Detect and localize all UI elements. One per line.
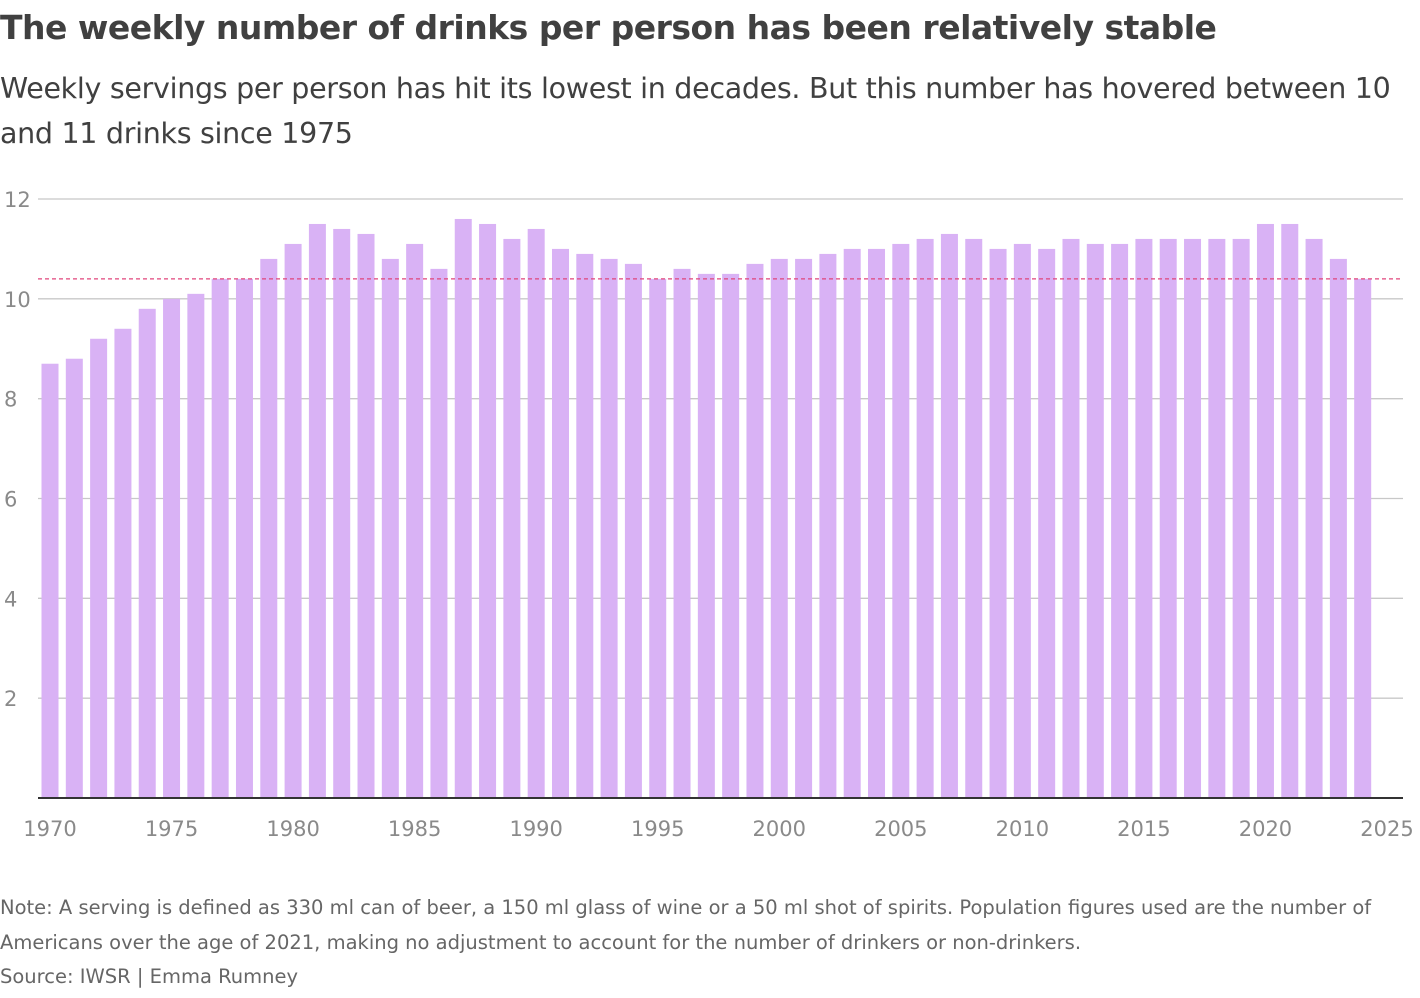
bar	[430, 268, 448, 799]
bar	[284, 243, 302, 799]
y-tick-label: 6	[4, 488, 17, 512]
bar	[187, 293, 205, 798]
bar	[211, 278, 229, 798]
y-tick-label: 4	[4, 587, 17, 611]
chart-source: Source: IWSR | Emma Rumney	[0, 965, 299, 988]
bar	[576, 253, 594, 799]
bar	[916, 238, 934, 798]
x-tick-label: 1975	[145, 817, 198, 841]
x-tick-label: 1995	[631, 817, 684, 841]
bar	[1111, 243, 1129, 799]
bar	[163, 298, 181, 798]
chart-title: The weekly number of drinks per person h…	[0, 8, 1217, 47]
bar	[527, 228, 545, 798]
bar	[1062, 238, 1080, 798]
bar	[673, 268, 691, 799]
bar	[1305, 238, 1323, 798]
bar	[843, 248, 861, 798]
bar	[770, 258, 788, 798]
bar	[381, 258, 399, 798]
bar	[1329, 258, 1347, 798]
bar	[1232, 238, 1250, 798]
bar	[333, 228, 351, 798]
x-tick-label: 2015	[1117, 817, 1170, 841]
y-tick-label: 8	[4, 388, 17, 412]
bar	[722, 273, 740, 798]
bar	[1281, 223, 1299, 799]
bar	[746, 263, 764, 798]
x-tick-label: 1970	[23, 817, 76, 841]
bar	[1354, 278, 1372, 798]
bar	[479, 223, 497, 799]
x-tick-label: 2020	[1239, 817, 1292, 841]
bar	[551, 248, 569, 798]
x-tick-label: 2000	[753, 817, 806, 841]
x-tick-label: 2025	[1360, 817, 1413, 841]
bar	[114, 328, 132, 798]
x-tick-label: 2010	[996, 817, 1049, 841]
bar	[624, 263, 642, 798]
y-tick-label: 12	[4, 188, 31, 212]
axes: 2 4 6 8 10 12 1970 1975 1980 1985 1990 1995 2000 2005…	[4, 188, 1414, 841]
y-tick-label: 10	[4, 288, 31, 312]
bar	[1086, 243, 1104, 799]
bars	[41, 218, 1372, 799]
bar	[1256, 223, 1274, 799]
bar	[308, 223, 326, 799]
bar	[138, 308, 156, 798]
x-tick-label: 1990	[509, 817, 562, 841]
bar	[260, 258, 278, 798]
bar	[1208, 238, 1226, 798]
bar	[235, 278, 253, 798]
bar	[1013, 243, 1031, 799]
bar	[868, 248, 886, 798]
bar	[65, 358, 83, 798]
bar	[1135, 238, 1153, 798]
chart-subtitle: Weekly servings per person has hit its l…	[0, 72, 1391, 150]
bar	[41, 363, 59, 798]
bar	[90, 338, 108, 798]
bar	[892, 243, 910, 799]
bar	[940, 233, 958, 799]
x-tick-label: 1980	[266, 817, 319, 841]
bar	[795, 258, 813, 798]
bar	[454, 218, 472, 798]
bar	[1038, 248, 1056, 798]
x-tick-label: 2005	[874, 817, 927, 841]
y-tick-label: 2	[4, 687, 17, 711]
bar	[600, 258, 618, 798]
bar	[406, 243, 424, 799]
bar	[965, 238, 983, 798]
x-tick-label: 1985	[388, 817, 441, 841]
bar	[503, 238, 521, 798]
bar	[819, 253, 837, 799]
bar	[1184, 238, 1202, 798]
chart-note: Note: A serving is defined as 330 ml can…	[0, 896, 1372, 954]
bar	[357, 233, 375, 799]
bar	[989, 248, 1007, 798]
bar	[649, 278, 667, 798]
bar	[697, 273, 715, 798]
bar	[1159, 238, 1177, 798]
